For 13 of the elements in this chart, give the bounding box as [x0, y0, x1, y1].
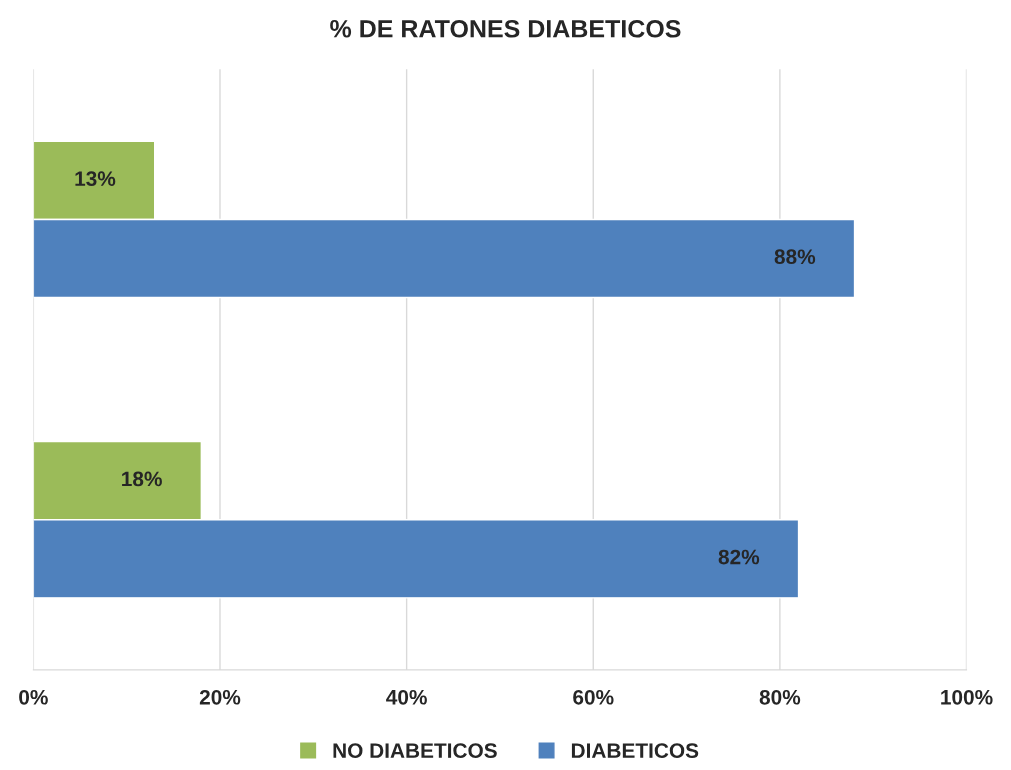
x-tick-label: 40%	[386, 689, 427, 705]
x-tick-label: 20%	[199, 689, 241, 705]
x-tick-label: 100%	[941, 689, 993, 705]
data-label: 82%	[718, 549, 760, 565]
data-label: 88%	[774, 249, 816, 265]
chart-title: % DE RATONES DIABETICOS	[330, 19, 681, 38]
legend-label: DIABETICOS	[571, 743, 699, 759]
x-tick-label: 60%	[573, 689, 614, 705]
legend-label: NO DIABETICOS	[333, 743, 497, 759]
data-label: 13%	[75, 171, 116, 187]
data-label: 18%	[122, 471, 162, 487]
x-tick-label: 80%	[759, 689, 801, 705]
x-tick-label: 0%	[19, 689, 48, 705]
